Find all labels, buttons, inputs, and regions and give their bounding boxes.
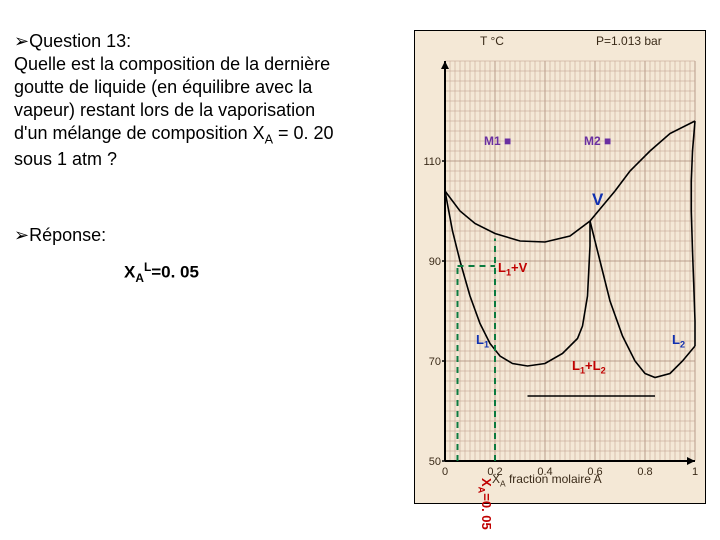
l1-v-region-label: L1+V <box>498 260 527 278</box>
t-axis-label: T °C <box>480 34 504 48</box>
bullet-icon: ➢ <box>14 225 29 245</box>
svg-text:0.8: 0.8 <box>637 466 652 478</box>
question-number: Question 13: <box>29 31 131 51</box>
question-body-l1: Quelle est la composition de la dernière <box>14 53 406 76</box>
m1-label: M1 ■ <box>484 134 511 148</box>
response-label: ➢Réponse: <box>14 225 406 246</box>
svg-text:50: 50 <box>429 456 441 468</box>
l1-region-label: L1 <box>476 332 489 350</box>
svg-text:90: 90 <box>429 256 441 268</box>
question-body-l5: sous 1 atm ? <box>14 148 406 171</box>
phase-diagram: 00.20.40.60.81507090110 T °C P=1.013 bar… <box>414 30 706 504</box>
svg-text:110: 110 <box>423 156 441 168</box>
answer-value: XAL=0. 05 <box>124 260 406 285</box>
question-body-l4: d'un mélange de composition XA = 0. 20 <box>14 122 406 148</box>
question-body-l2: goutte de liquide (en équilibre avec la <box>14 76 406 99</box>
chart-svg: 00.20.40.60.81507090110 <box>415 31 707 505</box>
pressure-label: P=1.013 bar <box>596 34 662 48</box>
question-body-l3: vapeur) restant lors de la vaporisation <box>14 99 406 122</box>
svg-text:0: 0 <box>442 466 448 478</box>
chart-frame: 00.20.40.60.81507090110 <box>414 30 706 504</box>
l2-region-label: L2 <box>672 332 685 350</box>
x-axis-label: XA fraction molaire A <box>492 472 602 488</box>
vapor-region-label: V <box>592 190 603 210</box>
svg-text:1: 1 <box>692 466 698 478</box>
bullet-icon: ➢ <box>14 31 29 51</box>
svg-text:70: 70 <box>429 356 441 368</box>
question-text-block: ➢Question 13: Quelle est la composition … <box>14 30 414 504</box>
xa-marker-label: XA=0. 05 <box>476 478 494 530</box>
question-title: ➢Question 13: <box>14 30 406 53</box>
m2-label: M2 ■ <box>584 134 611 148</box>
l1-l2-region-label: L1+L2 <box>572 358 606 376</box>
